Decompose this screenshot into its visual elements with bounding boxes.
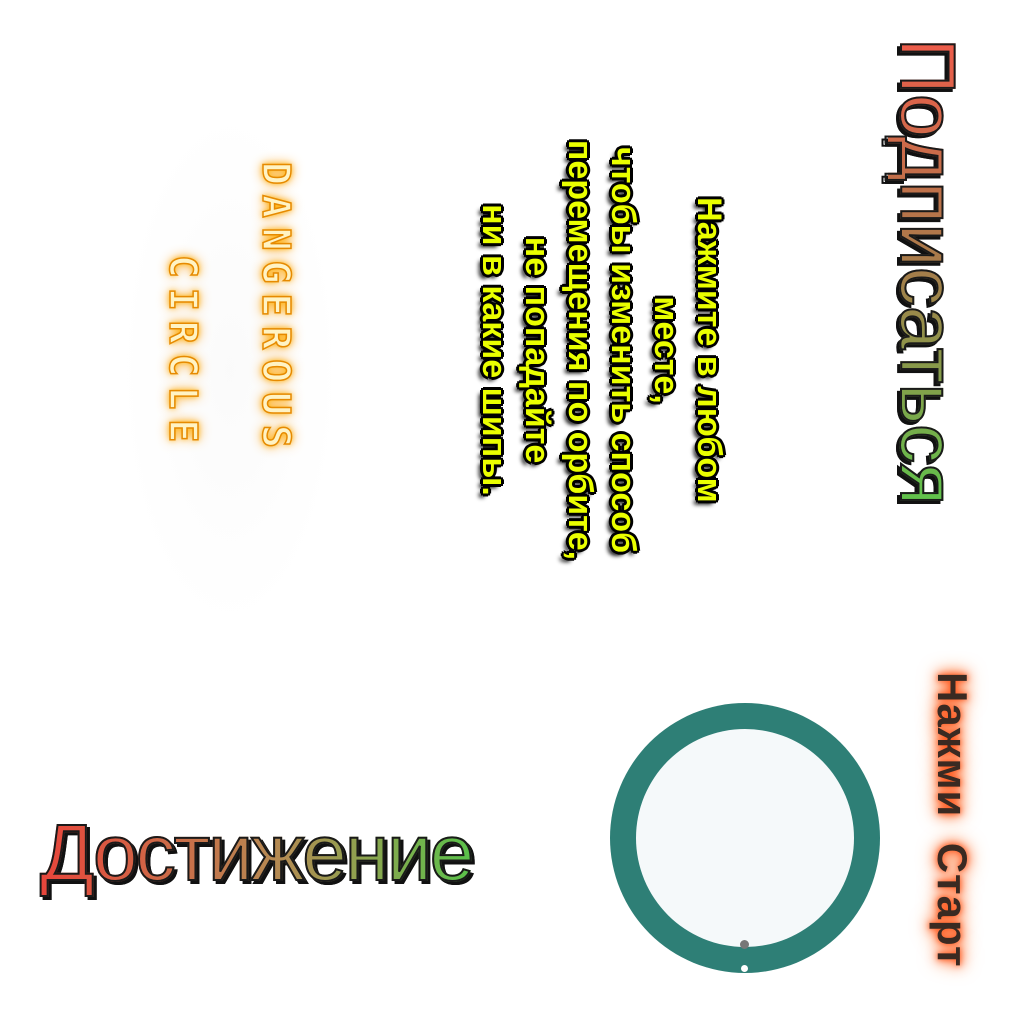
game-title-line-2: CIRCLE [160,254,206,453]
start-button[interactable]: Нажми Старт [929,672,976,968]
title-backdrop [120,110,340,630]
game-title-line-1: DANGEROUS [253,161,299,458]
orbit-ring[interactable] [610,703,880,973]
orbit-center [636,729,854,947]
achievement-button[interactable]: Достижение [39,807,475,898]
instructions-text: Нажмите в любом месте, чтобы изменить сп… [475,139,728,561]
player-dot-icon [740,940,749,949]
orbit-marker-icon [741,965,748,972]
subscribe-button[interactable]: Подписаться [883,37,973,506]
